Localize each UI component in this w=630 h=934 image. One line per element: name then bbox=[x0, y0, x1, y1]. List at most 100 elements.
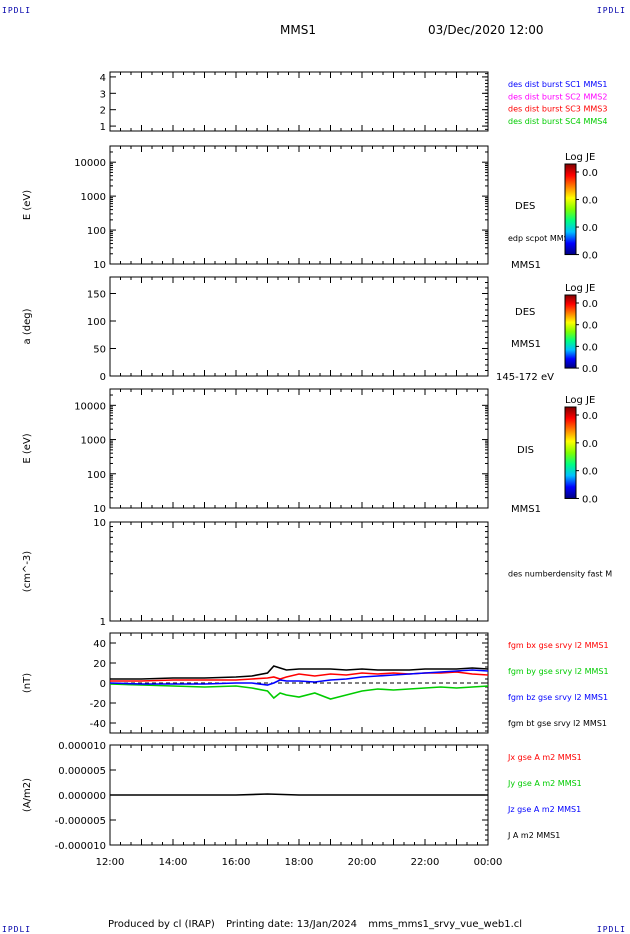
y-tick-label: 10000 bbox=[74, 158, 106, 169]
corner-label-top-right: IPDLI bbox=[596, 6, 626, 15]
colorbar-tick-label: 0.0 bbox=[582, 411, 598, 422]
y-tick-label: -40 bbox=[90, 719, 106, 730]
series-line bbox=[109, 669, 489, 686]
y-tick-label: 20 bbox=[93, 659, 106, 670]
legend-entry: fgm bt gse srvy l2 MMS1 bbox=[508, 719, 607, 728]
y-tick-label: 10000 bbox=[74, 401, 106, 412]
plot-area: 4 3 2 1 des dist burst SC1 MMS1 des dist burs… bbox=[22, 71, 612, 868]
colorbar bbox=[564, 163, 577, 256]
y-tick-label: 0 bbox=[100, 679, 106, 690]
legend-entry: Jx gse A m2 MMS1 bbox=[507, 753, 582, 762]
y-axis-label: (cm^-3) bbox=[22, 551, 33, 592]
colorbar-title: Log JE bbox=[565, 395, 595, 406]
colorbar-tick-label: 0.0 bbox=[582, 342, 598, 353]
y-tick-label: 50 bbox=[93, 345, 106, 356]
time-tick-label: 18:00 bbox=[285, 857, 314, 868]
panel-frame-spacecraft-count bbox=[109, 71, 489, 132]
time-tick-label: 00:00 bbox=[474, 857, 503, 868]
legend-entry: Jz gse A m2 MMS1 bbox=[507, 805, 581, 814]
legend-entry: des dist burst SC2 MMS2 bbox=[508, 92, 607, 101]
legend-entry: des dist burst SC3 MMS3 bbox=[508, 105, 607, 114]
spacecraft-title: MMS1 bbox=[280, 23, 316, 37]
colorbar-tick-label: 0.0 bbox=[582, 494, 598, 505]
legend-entry: Jy gse A m2 MMS1 bbox=[507, 779, 582, 788]
y-tick-label: -20 bbox=[90, 699, 106, 710]
y-tick-label: 1000 bbox=[81, 436, 106, 447]
y-tick-label: 3 bbox=[100, 89, 106, 100]
colorbar-title: Log JE bbox=[565, 152, 595, 163]
series-line bbox=[109, 683, 489, 700]
side-label: MMS1 bbox=[511, 339, 541, 350]
y-tick-label: 100 bbox=[87, 317, 106, 328]
footer-printing-date: Printing date: 13/Jan/2024 bbox=[225, 919, 358, 930]
panel-frame-des-pitch-angle bbox=[109, 276, 489, 377]
side-label: MMS1 bbox=[511, 504, 541, 515]
side-label: DES bbox=[515, 307, 535, 318]
legend-entry: fgm bz gse srvy l2 MMS1 bbox=[508, 693, 608, 702]
colorbar-tick-label: 0.0 bbox=[582, 439, 598, 450]
y-tick-label: 1 bbox=[100, 617, 106, 628]
y-tick-label: 0 bbox=[100, 372, 106, 383]
footer-produced-by: Produced by cl (IRAP) bbox=[107, 919, 215, 930]
y-tick-label: 100 bbox=[87, 470, 106, 481]
colorbar-tick-label: 0.0 bbox=[582, 299, 598, 310]
panel-frame-number-density bbox=[109, 521, 489, 622]
y-axis-label: (A/m2) bbox=[22, 778, 33, 812]
panel-frame-des-energy-spectrogram bbox=[109, 145, 489, 265]
colorbar-tick-label: 0.0 bbox=[582, 196, 598, 207]
time-tick-label: 16:00 bbox=[222, 857, 251, 868]
corner-label-top-left: IPDLI bbox=[2, 6, 32, 15]
y-tick-label: 4 bbox=[100, 73, 106, 84]
legend-entry: fgm bx gse srvy l2 MMS1 bbox=[508, 641, 609, 650]
y-tick-label: 2 bbox=[100, 106, 106, 117]
colorbar bbox=[564, 406, 577, 499]
y-tick-label: -0.000005 bbox=[55, 816, 106, 827]
time-tick-label: 22:00 bbox=[411, 857, 440, 868]
side-label: 145-172 eV bbox=[496, 372, 554, 383]
series-line bbox=[110, 665, 489, 680]
colorbar-tick-label: 0.0 bbox=[582, 223, 598, 234]
colorbar-tick-label: 0.0 bbox=[582, 467, 598, 478]
y-tick-label: 10 bbox=[93, 504, 106, 515]
y-tick-label: 40 bbox=[93, 639, 106, 650]
colorbar-tick-label: 0.0 bbox=[582, 168, 598, 179]
colorbar bbox=[564, 294, 577, 369]
series-line bbox=[110, 793, 488, 796]
y-tick-label: 0.000000 bbox=[58, 791, 106, 802]
side-label: DIS bbox=[517, 445, 534, 456]
legend-entry: des dist burst SC1 MMS1 bbox=[508, 80, 607, 89]
side-label: edp scpot MMS1 bbox=[508, 234, 574, 243]
corner-label-bottom-left: IPDLI bbox=[2, 925, 32, 934]
datetime-title: 03/Dec/2020 12:00 bbox=[428, 23, 544, 37]
y-tick-label: 10 bbox=[93, 260, 106, 271]
side-label: MMS1 bbox=[511, 260, 541, 271]
y-tick-label: 1 bbox=[100, 122, 106, 133]
y-tick-label: -0.000010 bbox=[55, 841, 106, 852]
y-axis-label: (nT) bbox=[22, 673, 33, 693]
corner-label-bottom-right: IPDLI bbox=[596, 925, 626, 934]
side-label: DES bbox=[515, 201, 535, 212]
footer: Produced by cl (IRAP) Printing date: 13/… bbox=[0, 919, 630, 930]
y-axis-label: a (deg) bbox=[22, 308, 33, 344]
y-tick-label: 150 bbox=[87, 290, 106, 301]
y-tick-label: 100 bbox=[87, 226, 106, 237]
legend-entry: des numberdensity fast M bbox=[508, 569, 612, 578]
colorbar-tick-label: 0.0 bbox=[582, 321, 598, 332]
time-tick-label: 14:00 bbox=[159, 857, 188, 868]
y-axis-label: E (eV) bbox=[22, 433, 33, 463]
y-tick-label: 1000 bbox=[81, 192, 106, 203]
colorbar-tick-label: 0.0 bbox=[582, 364, 598, 375]
y-tick-label: 0.000005 bbox=[58, 766, 106, 777]
y-tick-label: 10 bbox=[93, 518, 106, 529]
legend-entry: J A m2 MMS1 bbox=[507, 831, 560, 840]
legend-entry: fgm by gse srvy l2 MMS1 bbox=[508, 667, 609, 676]
colorbar-title: Log JE bbox=[565, 283, 595, 294]
time-tick-label: 12:00 bbox=[96, 857, 125, 868]
colorbar-tick-label: 0.0 bbox=[582, 251, 598, 262]
y-tick-label: 0.000010 bbox=[58, 741, 106, 752]
legend-entry: des dist burst SC4 MMS4 bbox=[508, 117, 607, 126]
time-tick-label: 20:00 bbox=[348, 857, 377, 868]
y-axis-label: E (eV) bbox=[22, 190, 33, 220]
footer-file-name: mms_mms1_srvy_vue_web1.cl bbox=[368, 919, 523, 930]
panel-frame-dis-energy-spectrogram bbox=[109, 388, 489, 509]
